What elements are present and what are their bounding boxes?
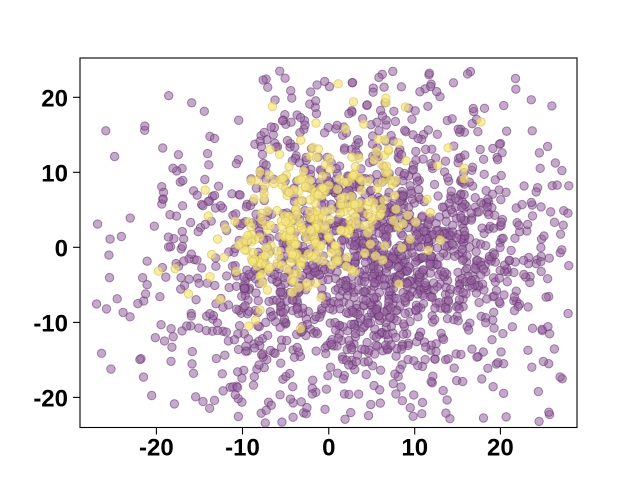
svg-text:0: 0 <box>322 435 335 462</box>
svg-text:-20: -20 <box>139 435 174 462</box>
svg-text:0: 0 <box>55 236 68 263</box>
svg-text:-10: -10 <box>33 311 68 338</box>
svg-text:-20: -20 <box>33 386 68 413</box>
svg-text:10: 10 <box>41 161 68 188</box>
svg-text:20: 20 <box>487 435 514 462</box>
svg-text:10: 10 <box>401 435 428 462</box>
svg-text:20: 20 <box>41 86 68 113</box>
svg-text:-10: -10 <box>225 435 260 462</box>
